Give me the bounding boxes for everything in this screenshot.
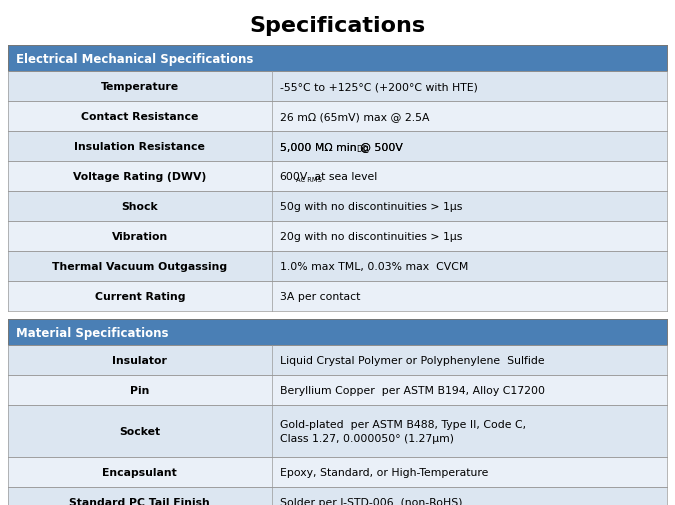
Text: 20g with no discontinuities > 1μs: 20g with no discontinuities > 1μs <box>279 231 462 241</box>
Bar <box>8 46 667 72</box>
Bar <box>8 281 667 312</box>
Text: Temperature: Temperature <box>101 82 179 92</box>
Text: Beryllium Copper  per ASTM B194, Alloy C17200: Beryllium Copper per ASTM B194, Alloy C1… <box>279 385 545 395</box>
Text: AC RMS: AC RMS <box>296 176 322 182</box>
Text: Shock: Shock <box>122 201 158 212</box>
Text: Insulator: Insulator <box>112 356 167 365</box>
Text: Insulation Resistance: Insulation Resistance <box>74 142 205 151</box>
Text: Epoxy, Standard, or High-Temperature: Epoxy, Standard, or High-Temperature <box>279 467 488 477</box>
Text: Specifications: Specifications <box>250 16 425 36</box>
Text: 1.0% max TML, 0.03% max  CVCM: 1.0% max TML, 0.03% max CVCM <box>279 262 468 272</box>
Text: Class 1.27, 0.000050° (1.27μm): Class 1.27, 0.000050° (1.27μm) <box>279 433 454 443</box>
Bar <box>8 132 667 162</box>
Bar <box>8 405 667 457</box>
Bar <box>8 72 667 102</box>
Bar <box>8 102 667 132</box>
Bar <box>8 457 667 487</box>
Text: Contact Resistance: Contact Resistance <box>81 112 198 122</box>
Text: Encapsulant: Encapsulant <box>103 467 177 477</box>
Bar <box>8 319 667 345</box>
Text: 50g with no discontinuities > 1μs: 50g with no discontinuities > 1μs <box>279 201 462 212</box>
Bar <box>8 162 667 191</box>
Text: 5,000 MΩ min @ 500V: 5,000 MΩ min @ 500V <box>279 142 402 151</box>
Text: Liquid Crystal Polymer or Polyphenylene  Sulfide: Liquid Crystal Polymer or Polyphenylene … <box>279 356 544 365</box>
Text: 5,000 MΩ min @ 500V: 5,000 MΩ min @ 500V <box>279 142 402 151</box>
Text: -55°C to +125°C (+200°C with HTE): -55°C to +125°C (+200°C with HTE) <box>279 82 477 92</box>
Text: 26 mΩ (65mV) max @ 2.5A: 26 mΩ (65mV) max @ 2.5A <box>279 112 429 122</box>
Text: Material Specifications: Material Specifications <box>16 326 169 339</box>
Bar <box>8 345 667 375</box>
Text: Vibration: Vibration <box>111 231 168 241</box>
Text: Electrical Mechanical Specifications: Electrical Mechanical Specifications <box>16 53 253 65</box>
Bar <box>8 375 667 405</box>
Text: 600V: 600V <box>279 172 308 182</box>
Text: Current Rating: Current Rating <box>95 291 185 301</box>
Text: DC: DC <box>356 145 368 154</box>
Bar <box>8 222 667 251</box>
Text: Voltage Rating (DWV): Voltage Rating (DWV) <box>73 172 207 182</box>
Text: Solder per J-STD-006  (non-RoHS): Solder per J-STD-006 (non-RoHS) <box>279 497 462 505</box>
Text: 3A per contact: 3A per contact <box>279 291 360 301</box>
Bar <box>8 251 667 281</box>
Text: Pin: Pin <box>130 385 149 395</box>
Text: Gold-plated  per ASTM B488, Type II, Code C,: Gold-plated per ASTM B488, Type II, Code… <box>279 419 526 429</box>
Text: Socket: Socket <box>119 426 161 436</box>
Bar <box>8 487 667 505</box>
Text: Thermal Vacuum Outgassing: Thermal Vacuum Outgassing <box>52 262 227 272</box>
Text: Standard PC Tail Finish: Standard PC Tail Finish <box>70 497 210 505</box>
Text: at sea level: at sea level <box>311 172 377 182</box>
Bar <box>8 191 667 222</box>
